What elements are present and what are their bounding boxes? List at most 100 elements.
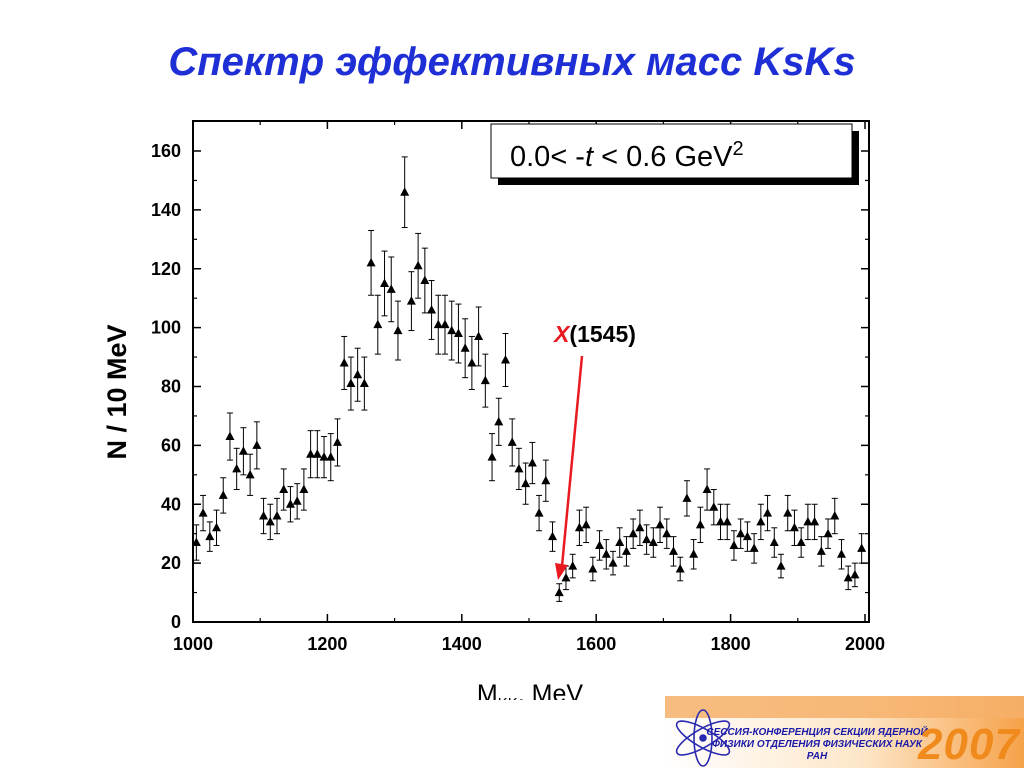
data-markers: [191, 187, 867, 597]
data-point: [850, 569, 860, 579]
data-point: [736, 528, 746, 538]
data-point: [675, 564, 685, 573]
data-point: [796, 537, 806, 547]
x-tick-label: 1000: [173, 634, 213, 654]
data-point: [810, 516, 820, 526]
x-axis-label-sub: KK: [498, 695, 518, 700]
data-point: [332, 437, 342, 446]
data-point: [655, 519, 665, 529]
data-point: [272, 511, 282, 520]
chart: 1000 1200 1400 1600 1800 2000 0 20 40 60 80 100 120…: [102, 120, 885, 700]
slide-title: Спектр эффективных масс KsKs: [168, 40, 856, 84]
data-point: [467, 357, 477, 367]
data-point: [346, 378, 356, 388]
data-point: [420, 275, 430, 285]
data-point: [581, 519, 591, 529]
data-point: [386, 284, 396, 293]
data-point: [225, 431, 235, 441]
data-point: [695, 519, 705, 529]
data-point: [306, 449, 316, 458]
y-tick-label: 80: [161, 377, 181, 397]
data-point: [608, 558, 618, 567]
data-point: [682, 493, 692, 502]
y-tick-label: 0: [171, 612, 181, 632]
data-point: [789, 522, 799, 532]
data-point: [393, 325, 403, 335]
annotation-label: X(1545): [552, 321, 636, 347]
data-point: [292, 496, 302, 505]
data-point: [353, 369, 363, 379]
y-tick-label: 40: [161, 494, 181, 514]
data-point: [588, 564, 598, 573]
data-point: [776, 561, 786, 570]
data-point: [642, 534, 652, 544]
y-tick-labels: 0 20 40 60 80 100 120 140 160: [151, 141, 181, 632]
data-point: [521, 478, 531, 488]
data-point: [447, 325, 457, 335]
data-point: [709, 502, 719, 511]
data-point: [857, 543, 867, 552]
data-point: [574, 522, 584, 532]
data-point: [326, 452, 336, 461]
legend-text: 0.0< -t < 0.6 GeV2: [510, 138, 744, 173]
data-point: [527, 458, 537, 467]
data-point: [238, 446, 248, 455]
data-point: [816, 546, 826, 555]
data-point: [662, 528, 672, 538]
data-point: [548, 531, 558, 541]
data-point: [702, 484, 712, 494]
data-point: [783, 508, 793, 517]
y-tick-label: 100: [151, 318, 181, 338]
x-tick-label: 1200: [307, 634, 347, 654]
data-point: [628, 528, 638, 538]
annotation-var: X: [552, 321, 571, 347]
data-point: [191, 537, 201, 547]
data-point: [494, 416, 504, 426]
data-point: [823, 528, 833, 538]
x1545-annotation: X(1545): [552, 321, 636, 580]
data-point: [265, 516, 275, 526]
data-point: [601, 549, 611, 558]
data-point: [561, 572, 571, 582]
data-point: [285, 499, 295, 508]
data-point: [279, 484, 289, 494]
x-tick-label: 1400: [442, 634, 482, 654]
data-point: [440, 319, 450, 329]
data-point: [400, 187, 410, 196]
data-point: [621, 546, 631, 555]
data-point: [689, 549, 699, 558]
y-tick-label: 20: [161, 553, 181, 573]
data-point: [252, 440, 262, 449]
y-tick-label: 160: [151, 141, 181, 161]
data-point: [480, 375, 490, 385]
data-point: [453, 328, 463, 338]
data-point: [534, 508, 544, 517]
x-axis-label-tail: , MeV: [518, 680, 584, 700]
data-point: [212, 522, 222, 532]
data-point: [568, 561, 578, 570]
atom-icon: [675, 709, 731, 767]
data-point: [716, 516, 726, 526]
conference-logo: [665, 696, 1024, 768]
data-point: [769, 537, 779, 547]
data-point: [205, 531, 215, 541]
logo-caption: СЕССИЯ-КОНФЕРЕНЦИЯ СЕКЦИИ ЯДЕРНОЙ ФИЗИКИ…: [692, 727, 942, 763]
annotation-arrow-line: [560, 355, 584, 567]
data-point: [487, 452, 497, 461]
plot-area: [192, 120, 870, 623]
data-point: [668, 546, 678, 555]
data-point: [259, 511, 269, 520]
data-point: [319, 452, 329, 461]
legend-var: t: [585, 141, 595, 173]
x-axis-label-main: M: [477, 680, 498, 700]
data-point: [198, 508, 208, 517]
data-point: [836, 549, 846, 558]
data-point: [359, 378, 369, 388]
data-point: [427, 304, 437, 314]
data-point: [380, 278, 390, 287]
legend-box-frame: [490, 123, 853, 179]
data-point: [635, 522, 645, 532]
data-point: [474, 331, 484, 340]
legend-sup: 2: [732, 138, 743, 160]
data-point: [514, 463, 524, 473]
